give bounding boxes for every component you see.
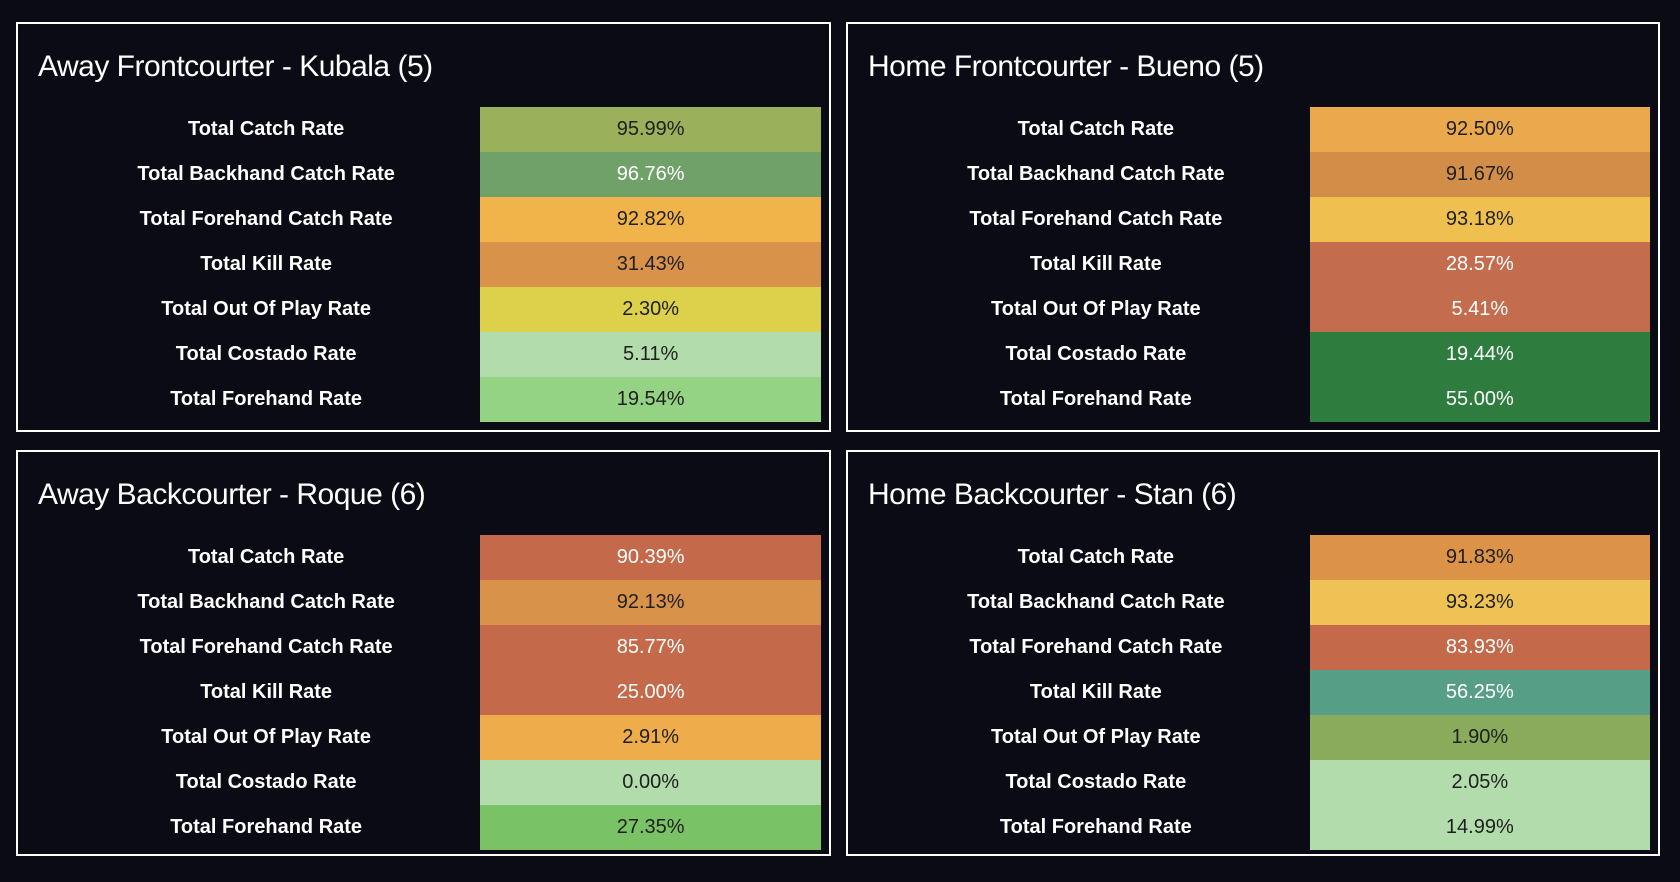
metric-value-cell[interactable]: 92.50% bbox=[1309, 107, 1650, 152]
metric-label: Total Backhand Catch Rate bbox=[137, 163, 395, 185]
metric-value-cell[interactable]: 96.76% bbox=[480, 152, 821, 197]
stats-table: Total Catch Rate 92.50% Total Backhand C… bbox=[848, 107, 1658, 422]
table-row: Total Forehand Catch Rate 93.18% bbox=[848, 197, 1658, 242]
table-row: Total Backhand Catch Rate 96.76% bbox=[18, 152, 829, 197]
table-row: Total Forehand Catch Rate 92.82% bbox=[18, 197, 829, 242]
metric-label: Total Kill Rate bbox=[1029, 681, 1162, 703]
metric-label: Total Catch Rate bbox=[187, 118, 345, 140]
metric-value-cell[interactable]: 83.93% bbox=[1309, 625, 1650, 670]
metric-label: Total Catch Rate bbox=[1017, 118, 1174, 140]
metric-value-cell[interactable]: 95.99% bbox=[480, 107, 821, 152]
metric-value-cell[interactable]: 56.25% bbox=[1309, 670, 1650, 715]
metric-value-cell[interactable]: 91.67% bbox=[1309, 152, 1650, 197]
table-row: Total Catch Rate 92.50% bbox=[848, 107, 1658, 152]
panel-title: Away Backcourter - Roque (6) bbox=[38, 478, 426, 511]
metric-label: Total Out Of Play Rate bbox=[991, 298, 1201, 320]
panel-title: Home Backcourter - Stan (6) bbox=[868, 478, 1237, 511]
table-row: Total Costado Rate 0.00% bbox=[18, 760, 829, 805]
metric-value-cell[interactable]: 2.91% bbox=[480, 715, 821, 760]
metric-label: Total Out Of Play Rate bbox=[161, 726, 371, 748]
table-row: Total Kill Rate 28.57% bbox=[848, 242, 1658, 287]
metric-value-cell[interactable]: 93.18% bbox=[1309, 197, 1650, 242]
metric-label: Total Forehand Catch Rate bbox=[139, 208, 393, 230]
table-row: Total Forehand Rate 55.00% bbox=[848, 377, 1658, 422]
table-row: Total Backhand Catch Rate 91.67% bbox=[848, 152, 1658, 197]
metric-label: Total Costado Rate bbox=[1005, 343, 1187, 365]
panel-home-frontcourter: Home Frontcourter - Bueno (5) Total Catc… bbox=[846, 22, 1660, 432]
metric-value-cell[interactable]: 5.41% bbox=[1309, 287, 1650, 332]
table-row: Total Costado Rate 5.11% bbox=[18, 332, 829, 377]
metric-label: Total Forehand Catch Rate bbox=[969, 636, 1223, 658]
table-row: Total Costado Rate 2.05% bbox=[848, 760, 1658, 805]
metric-label: Total Catch Rate bbox=[1017, 546, 1174, 568]
metric-label: Total Costado Rate bbox=[175, 771, 357, 793]
metric-value-cell[interactable]: 91.83% bbox=[1309, 535, 1650, 580]
metric-value-cell[interactable]: 2.30% bbox=[480, 287, 821, 332]
metric-label: Total Costado Rate bbox=[1005, 771, 1187, 793]
metric-value-cell[interactable]: 0.00% bbox=[480, 760, 821, 805]
panel-title: Away Frontcourter - Kubala (5) bbox=[38, 50, 433, 83]
table-row: Total Out Of Play Rate 5.41% bbox=[848, 287, 1658, 332]
metric-label: Total Backhand Catch Rate bbox=[967, 591, 1225, 613]
metric-value-cell[interactable]: 55.00% bbox=[1309, 377, 1650, 422]
table-row: Total Out Of Play Rate 2.30% bbox=[18, 287, 829, 332]
metric-value-cell[interactable]: 19.44% bbox=[1309, 332, 1650, 377]
table-row: Total Out Of Play Rate 2.91% bbox=[18, 715, 829, 760]
panel-away-backcourter: Away Backcourter - Roque (6) Total Catch… bbox=[16, 450, 831, 856]
metric-label: Total Kill Rate bbox=[200, 681, 333, 703]
metric-value-cell[interactable]: 25.00% bbox=[480, 670, 821, 715]
table-row: Total Out Of Play Rate 1.90% bbox=[848, 715, 1658, 760]
table-row: Total Catch Rate 90.39% bbox=[18, 535, 829, 580]
table-row: Total Catch Rate 91.83% bbox=[848, 535, 1658, 580]
table-row: Total Forehand Rate 14.99% bbox=[848, 805, 1658, 850]
table-row: Total Forehand Catch Rate 83.93% bbox=[848, 625, 1658, 670]
metric-label: Total Backhand Catch Rate bbox=[967, 163, 1225, 185]
table-row: Total Kill Rate 25.00% bbox=[18, 670, 829, 715]
table-row: Total Backhand Catch Rate 92.13% bbox=[18, 580, 829, 625]
metric-label: Total Costado Rate bbox=[175, 343, 357, 365]
metric-value-cell[interactable]: 92.82% bbox=[480, 197, 821, 242]
table-row: Total Forehand Rate 27.35% bbox=[18, 805, 829, 850]
metric-value-cell[interactable]: 31.43% bbox=[480, 242, 821, 287]
metric-label: Total Forehand Rate bbox=[170, 816, 363, 838]
metric-label: Total Kill Rate bbox=[200, 253, 333, 275]
metric-label: Total Catch Rate bbox=[187, 546, 345, 568]
metric-label: Total Out Of Play Rate bbox=[161, 298, 371, 320]
stats-table: Total Catch Rate 90.39% Total Backhand C… bbox=[18, 535, 829, 850]
table-row: Total Kill Rate 56.25% bbox=[848, 670, 1658, 715]
panel-away-frontcourter: Away Frontcourter - Kubala (5) Total Cat… bbox=[16, 22, 831, 432]
metric-label: Total Forehand Rate bbox=[170, 388, 363, 410]
table-row: Total Backhand Catch Rate 93.23% bbox=[848, 580, 1658, 625]
panel-home-backcourter: Home Backcourter - Stan (6) Total Catch … bbox=[846, 450, 1660, 856]
metric-value-cell[interactable]: 2.05% bbox=[1309, 760, 1650, 805]
table-row: Total Kill Rate 31.43% bbox=[18, 242, 829, 287]
metric-value-cell[interactable]: 85.77% bbox=[480, 625, 821, 670]
stats-table: Total Catch Rate 91.83% Total Backhand C… bbox=[848, 535, 1658, 850]
metric-label: Total Forehand Catch Rate bbox=[969, 208, 1223, 230]
metric-value-cell[interactable]: 90.39% bbox=[480, 535, 821, 580]
table-row: Total Catch Rate 95.99% bbox=[18, 107, 829, 152]
table-row: Total Forehand Rate 19.54% bbox=[18, 377, 829, 422]
metric-label: Total Backhand Catch Rate bbox=[137, 591, 395, 613]
metric-value-cell[interactable]: 14.99% bbox=[1309, 805, 1650, 850]
table-row: Total Costado Rate 19.44% bbox=[848, 332, 1658, 377]
metric-value-cell[interactable]: 28.57% bbox=[1309, 242, 1650, 287]
metric-label: Total Forehand Catch Rate bbox=[139, 636, 393, 658]
metric-label: Total Forehand Rate bbox=[999, 816, 1192, 838]
metric-label: Total Out Of Play Rate bbox=[991, 726, 1201, 748]
metric-value-cell[interactable]: 92.13% bbox=[480, 580, 821, 625]
metric-label: Total Kill Rate bbox=[1029, 253, 1162, 275]
metric-value-cell[interactable]: 19.54% bbox=[480, 377, 821, 422]
metric-value-cell[interactable]: 93.23% bbox=[1309, 580, 1650, 625]
metric-value-cell[interactable]: 27.35% bbox=[480, 805, 821, 850]
metric-value-cell[interactable]: 5.11% bbox=[480, 332, 821, 377]
panel-title: Home Frontcourter - Bueno (5) bbox=[868, 50, 1264, 83]
metric-label: Total Forehand Rate bbox=[999, 388, 1192, 410]
stats-table: Total Catch Rate 95.99% Total Backhand C… bbox=[18, 107, 829, 422]
table-row: Total Forehand Catch Rate 85.77% bbox=[18, 625, 829, 670]
metric-value-cell[interactable]: 1.90% bbox=[1309, 715, 1650, 760]
